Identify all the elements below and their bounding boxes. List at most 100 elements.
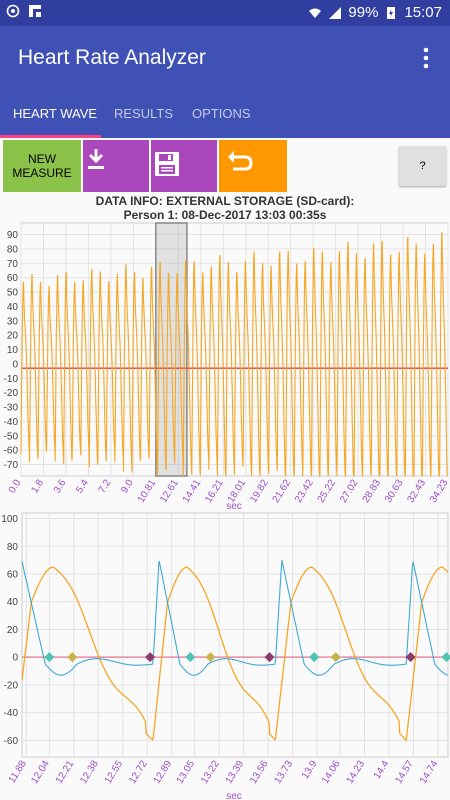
zoom-wave-x-tick-label: 12.55 [103, 758, 126, 785]
beat-start-marker [145, 652, 156, 663]
heart-wave-y-tick-label: 60 [7, 273, 19, 284]
zoom-wave-x-tick-label: 13.22 [199, 758, 222, 785]
zoom-wave-series [21, 560, 449, 742]
data-info-line2: Person 1: 08-Dec-2017 13:03 00:35s [123, 208, 327, 222]
tab-heart-wave[interactable]: HEART WAVE [13, 106, 98, 121]
zoom-wave-x-tick-label: 13.9 [300, 758, 320, 781]
zoom-wave-x-tick-label: 12.21 [54, 758, 77, 785]
download-button[interactable] [83, 140, 149, 192]
heart-wave-y-tick-label: -10 [4, 374, 19, 385]
zoom-wave-x-tick-label: 12.04 [29, 758, 52, 785]
heart-wave-x-tick-label: 19.82 [248, 477, 271, 504]
heart-wave-x-tick-label: 32.43 [405, 477, 428, 504]
heart-wave-y-tick-label: -60 [4, 446, 19, 457]
wave-peak-marker [67, 652, 78, 663]
help-button[interactable]: ? [399, 146, 446, 186]
new-measure-button[interactable]: NEW MEASURE [3, 140, 81, 192]
heart-wave-y-tick-label: 0 [12, 359, 18, 370]
app-bar: Heart Rate Analyzer [0, 26, 450, 90]
zoom-wave-y-tick-label: -20 [4, 680, 19, 691]
download-icon [88, 149, 104, 169]
heart-wave-y-tick-label: 40 [7, 302, 19, 313]
data-info-line1: DATA INFO: EXTERNAL STORAGE (SD-card): [95, 194, 355, 208]
zoom-wave-x-tick-label: 14.74 [418, 758, 441, 785]
zoom-wave-y-tick-label: 40 [7, 597, 19, 608]
heart-wave-y-tick-label: -40 [4, 417, 19, 428]
zoom-wave-y-tick-label: -60 [4, 736, 19, 747]
heart-wave-x-tick-label: 14.41 [181, 477, 204, 504]
heart-wave-x-tick-label: 30.63 [383, 477, 406, 504]
action-toolbar: NEW MEASURE ? [0, 140, 450, 192]
zoom-wave-y-ticks: 100 80 60 40 20 0 -20 -40 -60 [1, 514, 18, 747]
heart-wave-x-tick-label: 10.81 [136, 477, 159, 504]
undo-icon [228, 151, 253, 171]
notification-icon [6, 4, 20, 18]
save-button[interactable] [151, 140, 217, 192]
beat-start-marker [405, 652, 416, 663]
beat-start-marker [264, 652, 275, 663]
zoom-wave-x-tick-label: 13.05 [175, 758, 198, 785]
heart-wave-x-tick-label: 28.83 [361, 477, 384, 504]
zoom-wave-line [21, 566, 449, 742]
wave-peak-marker [330, 652, 341, 663]
zoom-wave-grid [21, 512, 449, 758]
zoom-wave-y-tick-label: 0 [12, 653, 18, 664]
zoom-wave-x-ticks: 11.88 12.04 12.21 12.38 12.55 12.72 12.89 13.05… [7, 758, 441, 785]
heart-wave-x-tick-label: 27.02 [338, 477, 361, 504]
heart-wave-chart[interactable]: 90 80 70 60 50 40 30 20 10 0 -10 -20 -30 -40 -50 -60 -70… [0, 220, 450, 510]
heart-wave-x-tick-label: 21.62 [271, 477, 294, 504]
tab-bar: HEART WAVE RESULTS OPTIONS [0, 90, 450, 138]
zoom-wave-x-axis-label: sec [226, 791, 242, 800]
wifi-icon [309, 8, 322, 18]
heart-wave-y-tick-label: -20 [4, 388, 19, 399]
heart-wave-x-tick-label: 12.61 [158, 477, 181, 504]
heart-wave-x-tick-label: 3.6 [52, 477, 69, 495]
derivative-peak-marker [185, 652, 196, 663]
tab-indicator [0, 135, 101, 138]
new-measure-label-line2: MEASURE [12, 166, 72, 180]
heart-wave-y-tick-label: 50 [7, 288, 19, 299]
tab-results[interactable]: RESULTS [114, 106, 173, 121]
zoom-wave-x-tick-label: 13.73 [273, 758, 296, 785]
zoom-wave-x-tick-label: 12.38 [78, 758, 101, 785]
heart-wave-y-tick-label: -70 [4, 460, 19, 471]
heart-wave-x-tick-label: 34.23 [428, 477, 450, 504]
signal-icon [329, 6, 342, 19]
heart-wave-y-tick-label: 90 [7, 230, 19, 241]
heart-wave-x-tick-label: 9.0 [119, 477, 136, 495]
zoom-wave-plot-area [21, 512, 449, 758]
save-icon [155, 152, 179, 176]
app-title: Heart Rate Analyzer [18, 46, 206, 69]
derivative-peak-marker [44, 652, 55, 663]
zoom-wave-y-tick-label: 60 [7, 570, 19, 581]
heart-wave-x-tick-label: 7.2 [97, 477, 114, 495]
derivative-peak-marker [309, 652, 320, 663]
zoom-wave-x-tick-label: 12.89 [152, 758, 175, 785]
zoom-wave-x-tick-label: 14.57 [393, 758, 416, 785]
data-info: DATA INFO: EXTERNAL STORAGE (SD-card): P… [0, 194, 450, 222]
wave-peak-marker [205, 652, 216, 663]
heart-wave-y-tick-label: 30 [7, 316, 19, 327]
status-bar: 99% 15:07 [0, 0, 450, 26]
battery-percent: 99% [348, 4, 379, 21]
heart-wave-y-tick-label: -30 [4, 403, 19, 414]
zoom-wave-x-tick-label: 11.88 [7, 758, 29, 785]
heart-wave-y-tick-label: 10 [7, 345, 19, 356]
heart-wave-x-tick-label: 23.42 [293, 477, 316, 504]
zoom-wave-x-tick-label: 13.56 [248, 758, 271, 785]
zoom-wave-x-tick-label: 14.23 [344, 758, 367, 785]
undo-button[interactable] [219, 140, 287, 192]
heart-wave-y-tick-label: 80 [7, 244, 19, 255]
heart-wave-x-tick-label: 25.22 [316, 477, 339, 504]
zoom-derivative-line [21, 560, 449, 676]
overflow-menu-icon[interactable] [416, 46, 436, 70]
zoom-wave-y-tick-label: 80 [7, 542, 19, 553]
heart-wave-x-tick-label: 1.8 [29, 477, 46, 495]
zoom-wave-y-tick-label: 100 [1, 514, 18, 525]
zoom-wave-markers [44, 652, 450, 663]
heart-wave-y-tick-label: -50 [4, 431, 19, 442]
tab-options[interactable]: OPTIONS [192, 106, 251, 121]
clock: 15:07 [404, 4, 442, 21]
heart-wave-series [20, 232, 448, 477]
